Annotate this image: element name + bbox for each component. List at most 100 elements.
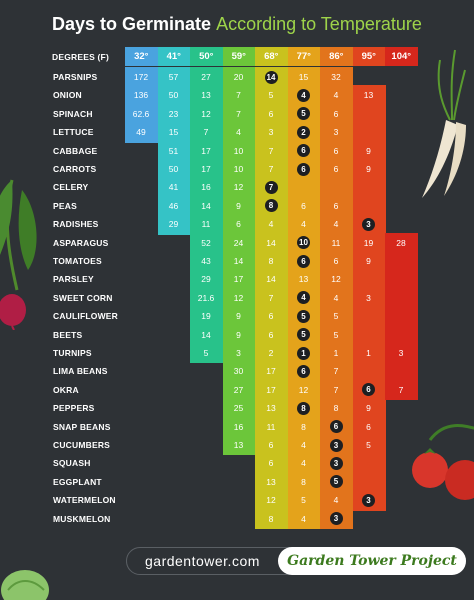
days-cell: 15 xyxy=(298,72,309,82)
days-cell: 50 xyxy=(168,90,179,101)
plant-label: BEETS xyxy=(53,329,83,340)
days-cell: 1 xyxy=(366,348,371,358)
plant-label: CABBAGE xyxy=(53,145,98,156)
days-cell: 4 xyxy=(333,495,339,506)
days-cell: 8 xyxy=(333,403,339,414)
days-cell: 6 xyxy=(268,311,274,322)
days-cell: 17 xyxy=(233,274,244,285)
optimal-days-cell: 6 xyxy=(288,144,320,158)
temp-header-6: 86° xyxy=(320,47,353,66)
degrees-header-label: DEGREES (F) xyxy=(52,52,109,62)
days-cell: 32 xyxy=(331,72,341,82)
optimal-days-cell: 3 xyxy=(320,438,352,452)
beet-illustration xyxy=(0,179,37,330)
days-cell: 14 xyxy=(266,274,276,285)
days-cell: 5 xyxy=(268,90,274,101)
days-cell: 3 xyxy=(366,292,371,303)
days-cell: 27 xyxy=(233,384,244,395)
days-cell: 6 xyxy=(268,108,274,119)
plant-label: PARSNIPS xyxy=(53,72,98,82)
days-cell: 29 xyxy=(168,219,179,230)
temp-header-3: 59° xyxy=(222,47,255,66)
days-cell: 24 xyxy=(233,237,244,248)
days-cell: 7 xyxy=(268,145,274,156)
days-cell: 6 xyxy=(236,219,241,230)
days-cell: 6 xyxy=(333,256,339,266)
days-cell: 11 xyxy=(201,219,211,230)
days-cell: 29 xyxy=(201,274,211,285)
days-cell: 41 xyxy=(168,182,179,193)
days-cell: 5 xyxy=(333,311,339,322)
days-cell: 17 xyxy=(266,366,276,377)
temp-header-0: 32° xyxy=(125,47,158,66)
optimal-days-cell: 5 xyxy=(320,475,352,489)
days-cell: 6 xyxy=(268,458,274,469)
plant-label: PARSLEY xyxy=(53,274,94,285)
footer-url[interactable]: gardentower.com xyxy=(145,553,260,569)
plant-label: SNAP BEANS xyxy=(53,421,111,432)
plant-label: SPINACH xyxy=(53,108,93,119)
days-cell: 10 xyxy=(233,164,244,174)
days-cell: 8 xyxy=(268,513,274,524)
days-cell: 7 xyxy=(268,164,274,174)
temp-band-8 xyxy=(385,232,418,401)
temp-header-4: 68° xyxy=(255,47,288,66)
days-cell: 3 xyxy=(398,348,404,358)
days-cell: 9 xyxy=(366,145,371,156)
days-cell: 5 xyxy=(203,348,209,358)
optimal-days-cell: 6 xyxy=(320,420,352,434)
footer-brand-logo[interactable]: Garden Tower Project xyxy=(278,547,466,575)
days-cell: 13 xyxy=(363,90,374,101)
days-cell: 6 xyxy=(333,164,339,174)
plant-label: RADISHES xyxy=(53,219,99,230)
plant-label: LETTUCE xyxy=(53,127,94,138)
plant-label: WATERMELON xyxy=(53,495,116,506)
temp-band-3 xyxy=(222,67,256,456)
optimal-days-cell: 5 xyxy=(288,328,320,342)
days-cell: 62.6 xyxy=(132,108,150,119)
days-cell: 14 xyxy=(233,256,244,266)
title-accent: According to Temperature xyxy=(216,14,422,34)
chart-title: Days to Germinate According to Temperatu… xyxy=(52,14,422,35)
days-cell: 8 xyxy=(268,256,274,266)
days-cell: 6 xyxy=(301,200,306,211)
days-cell: 4 xyxy=(301,513,306,524)
days-cell: 5 xyxy=(366,440,371,450)
days-cell: 6 xyxy=(366,421,371,432)
days-cell: 30 xyxy=(233,366,244,377)
days-cell: 7 xyxy=(333,384,339,395)
days-cell: 43 xyxy=(201,256,211,266)
optimal-days-cell: 3 xyxy=(353,217,385,231)
plant-label: CAULIFLOWER xyxy=(53,311,118,322)
optimal-days-cell: 7 xyxy=(255,180,287,194)
plant-label: LIMA BEANS xyxy=(53,366,108,377)
optimal-days-cell: 1 xyxy=(288,346,320,360)
optimal-days-cell: 4 xyxy=(288,88,320,102)
days-cell: 3 xyxy=(236,348,241,358)
plant-label: MUSKMELON xyxy=(53,513,111,524)
days-cell: 172 xyxy=(133,72,149,82)
days-cell: 51 xyxy=(168,145,179,156)
days-cell: 12 xyxy=(233,292,244,303)
days-cell: 12 xyxy=(233,182,244,193)
days-cell: 6 xyxy=(333,145,339,156)
days-cell: 27 xyxy=(201,72,211,82)
cabbage-illustration xyxy=(1,570,49,600)
plant-label: TURNIPS xyxy=(53,348,92,358)
days-cell: 5 xyxy=(301,495,306,506)
days-cell: 8 xyxy=(301,476,306,487)
days-cell: 13 xyxy=(298,274,309,285)
title-main: Days to Germinate xyxy=(52,14,212,34)
temp-band-0 xyxy=(125,67,158,143)
days-cell: 7 xyxy=(203,127,209,138)
days-cell: 7 xyxy=(236,90,241,101)
days-cell: 6 xyxy=(268,329,274,340)
days-cell: 9 xyxy=(366,403,371,414)
plant-label: PEPPERS xyxy=(53,403,95,414)
temp-header-7: 95° xyxy=(352,47,385,66)
days-cell: 13 xyxy=(266,403,276,414)
plant-label: OKRA xyxy=(53,384,79,395)
temp-header-8: 104° xyxy=(385,47,418,66)
plant-label: CUCUMBERS xyxy=(53,440,111,450)
days-cell: 9 xyxy=(236,329,241,340)
